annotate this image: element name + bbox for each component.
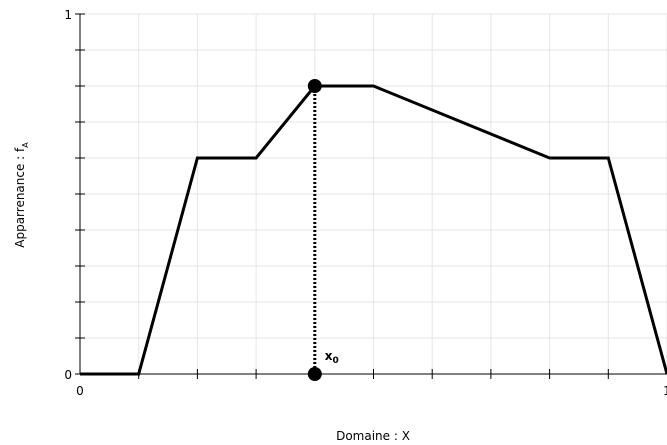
y-tick-label-0: 0 [64,368,72,382]
ticks [75,13,609,379]
y-axis-title: Apparrenance : fA [13,142,30,248]
x-tick-label-0: 0 [76,384,84,398]
x-tick-label-1: 1 [663,384,667,398]
x0-point-marker [307,79,322,93]
y-tick-label-1: 1 [64,8,72,22]
x0-label-main: x [325,349,333,363]
x0-label-sub: 0 [333,356,339,366]
x0-axis-marker [307,367,322,381]
y-axis-title-main: Apparrenance : f [13,147,27,248]
y-axis-title-sub: A [21,142,30,148]
x0-label: x0 [325,349,339,366]
x-axis-title: Domaine : X [336,429,410,443]
grid [80,13,667,374]
